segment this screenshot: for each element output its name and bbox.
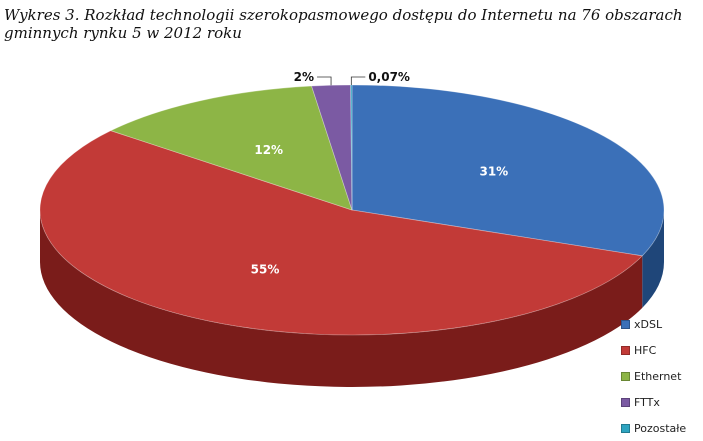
pie-label-hfc: 55% xyxy=(251,262,280,276)
pie-leader-line-fttx xyxy=(317,76,332,86)
pie-label-fttx: 2% xyxy=(294,70,314,84)
legend-item-xdsl: xDSL xyxy=(621,311,686,337)
legend-label: Pozostałe xyxy=(634,421,687,435)
pie-side-xdsl xyxy=(642,210,664,308)
pie-label-ethernet: 12% xyxy=(254,143,283,157)
legend-swatch xyxy=(621,423,630,433)
legend-label: Ethernet xyxy=(634,369,682,383)
pie-label-pozosta-e: 0,07% xyxy=(368,70,410,84)
legend-label: FTTx xyxy=(634,395,660,409)
legend-label: xDSL xyxy=(634,317,663,331)
pie-data-labels: 31% 55% 12% 2% 0,07% xyxy=(251,70,509,276)
pie-label-xdsl: 31% xyxy=(479,164,508,178)
pie-top-faces xyxy=(39,84,665,336)
pie-side-walls xyxy=(39,210,664,387)
pie-side-hfc xyxy=(39,210,643,387)
chart-caption: Wykres 3. Rozkład technologii szerokopas… xyxy=(4,6,683,42)
pie-slice-ethernet xyxy=(109,85,353,211)
legend-item-hfc: HFC xyxy=(621,337,686,363)
legend-item-pozosta-e: Pozostałe xyxy=(621,415,686,441)
chart-legend: xDSL HFC Ethernet FTTx Pozostałe xyxy=(621,311,686,441)
legend-swatch xyxy=(621,397,630,407)
legend-swatch xyxy=(621,345,630,355)
legend-label: HFC xyxy=(634,343,657,357)
pie-slice-hfc xyxy=(39,130,644,336)
legend-swatch xyxy=(621,371,630,381)
pie-leader-line-pozosta-e xyxy=(350,76,366,86)
legend-item-ethernet: Ethernet xyxy=(621,363,686,389)
legend-item-fttx: FTTx xyxy=(621,389,686,415)
pie-slice-xdsl xyxy=(351,84,665,257)
legend-swatch xyxy=(621,319,630,329)
